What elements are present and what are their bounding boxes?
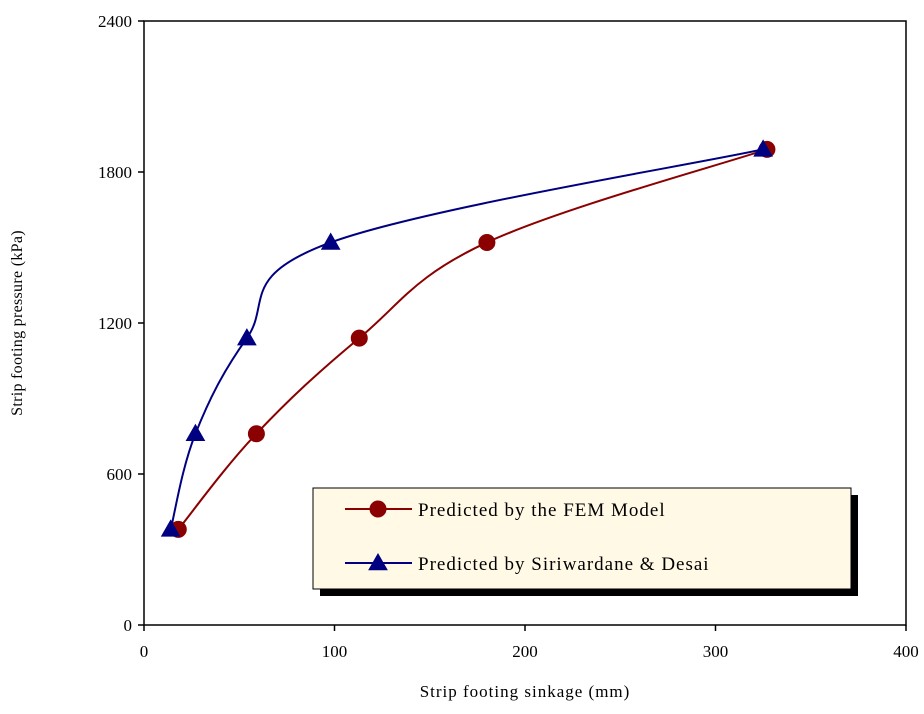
x-tick-label: 300: [703, 642, 729, 661]
legend-box: [312, 487, 852, 590]
series-line: [177, 148, 768, 530]
data-point: [185, 423, 206, 441]
data-point: [478, 233, 496, 251]
y-axis-title: Strip footing pressure (kPa): [9, 230, 26, 416]
y-tick-label: 1800: [98, 163, 132, 182]
legend-marker: [369, 500, 387, 518]
data-point: [160, 519, 181, 537]
ticks: 0 100 200 300 400 0 600 1200 1800 2400: [98, 12, 919, 661]
y-tick-label: 0: [124, 616, 133, 635]
x-tick-label: 400: [893, 642, 919, 661]
y-tick-label: 1200: [98, 314, 132, 333]
data-point: [350, 329, 368, 347]
legend-item: Predicted by the FEM Model: [345, 500, 666, 521]
series-line: [169, 148, 764, 530]
data-point: [237, 328, 257, 346]
legend: Predicted by the FEM Model Predicted by S…: [312, 487, 858, 596]
series-2: [160, 139, 773, 537]
x-tick-label: 100: [322, 642, 348, 661]
series-1: [169, 140, 776, 538]
y-axis-title-group: Strip footing pressure (kPa): [9, 230, 26, 416]
plot-frame: [143, 20, 907, 626]
y-tick-label: 600: [107, 465, 133, 484]
data-point: [753, 139, 773, 157]
x-tick-label: 200: [512, 642, 538, 661]
legend-label: Predicted by the FEM Model: [418, 500, 666, 521]
legend-items: Predicted by the FEM Model Predicted by S…: [345, 500, 710, 575]
series-layer: [160, 139, 776, 538]
y-tick-label: 2400: [98, 12, 132, 31]
legend-label: Predicted by Siriwardane & Desai: [418, 554, 710, 575]
data-point: [320, 232, 341, 250]
x-tick-label: 0: [140, 642, 149, 661]
legend-marker: [368, 552, 388, 571]
legend-item: Predicted by Siriwardane & Desai: [345, 552, 710, 575]
x-axis-title: Strip footing sinkage (mm): [420, 682, 631, 701]
data-point: [247, 425, 265, 443]
